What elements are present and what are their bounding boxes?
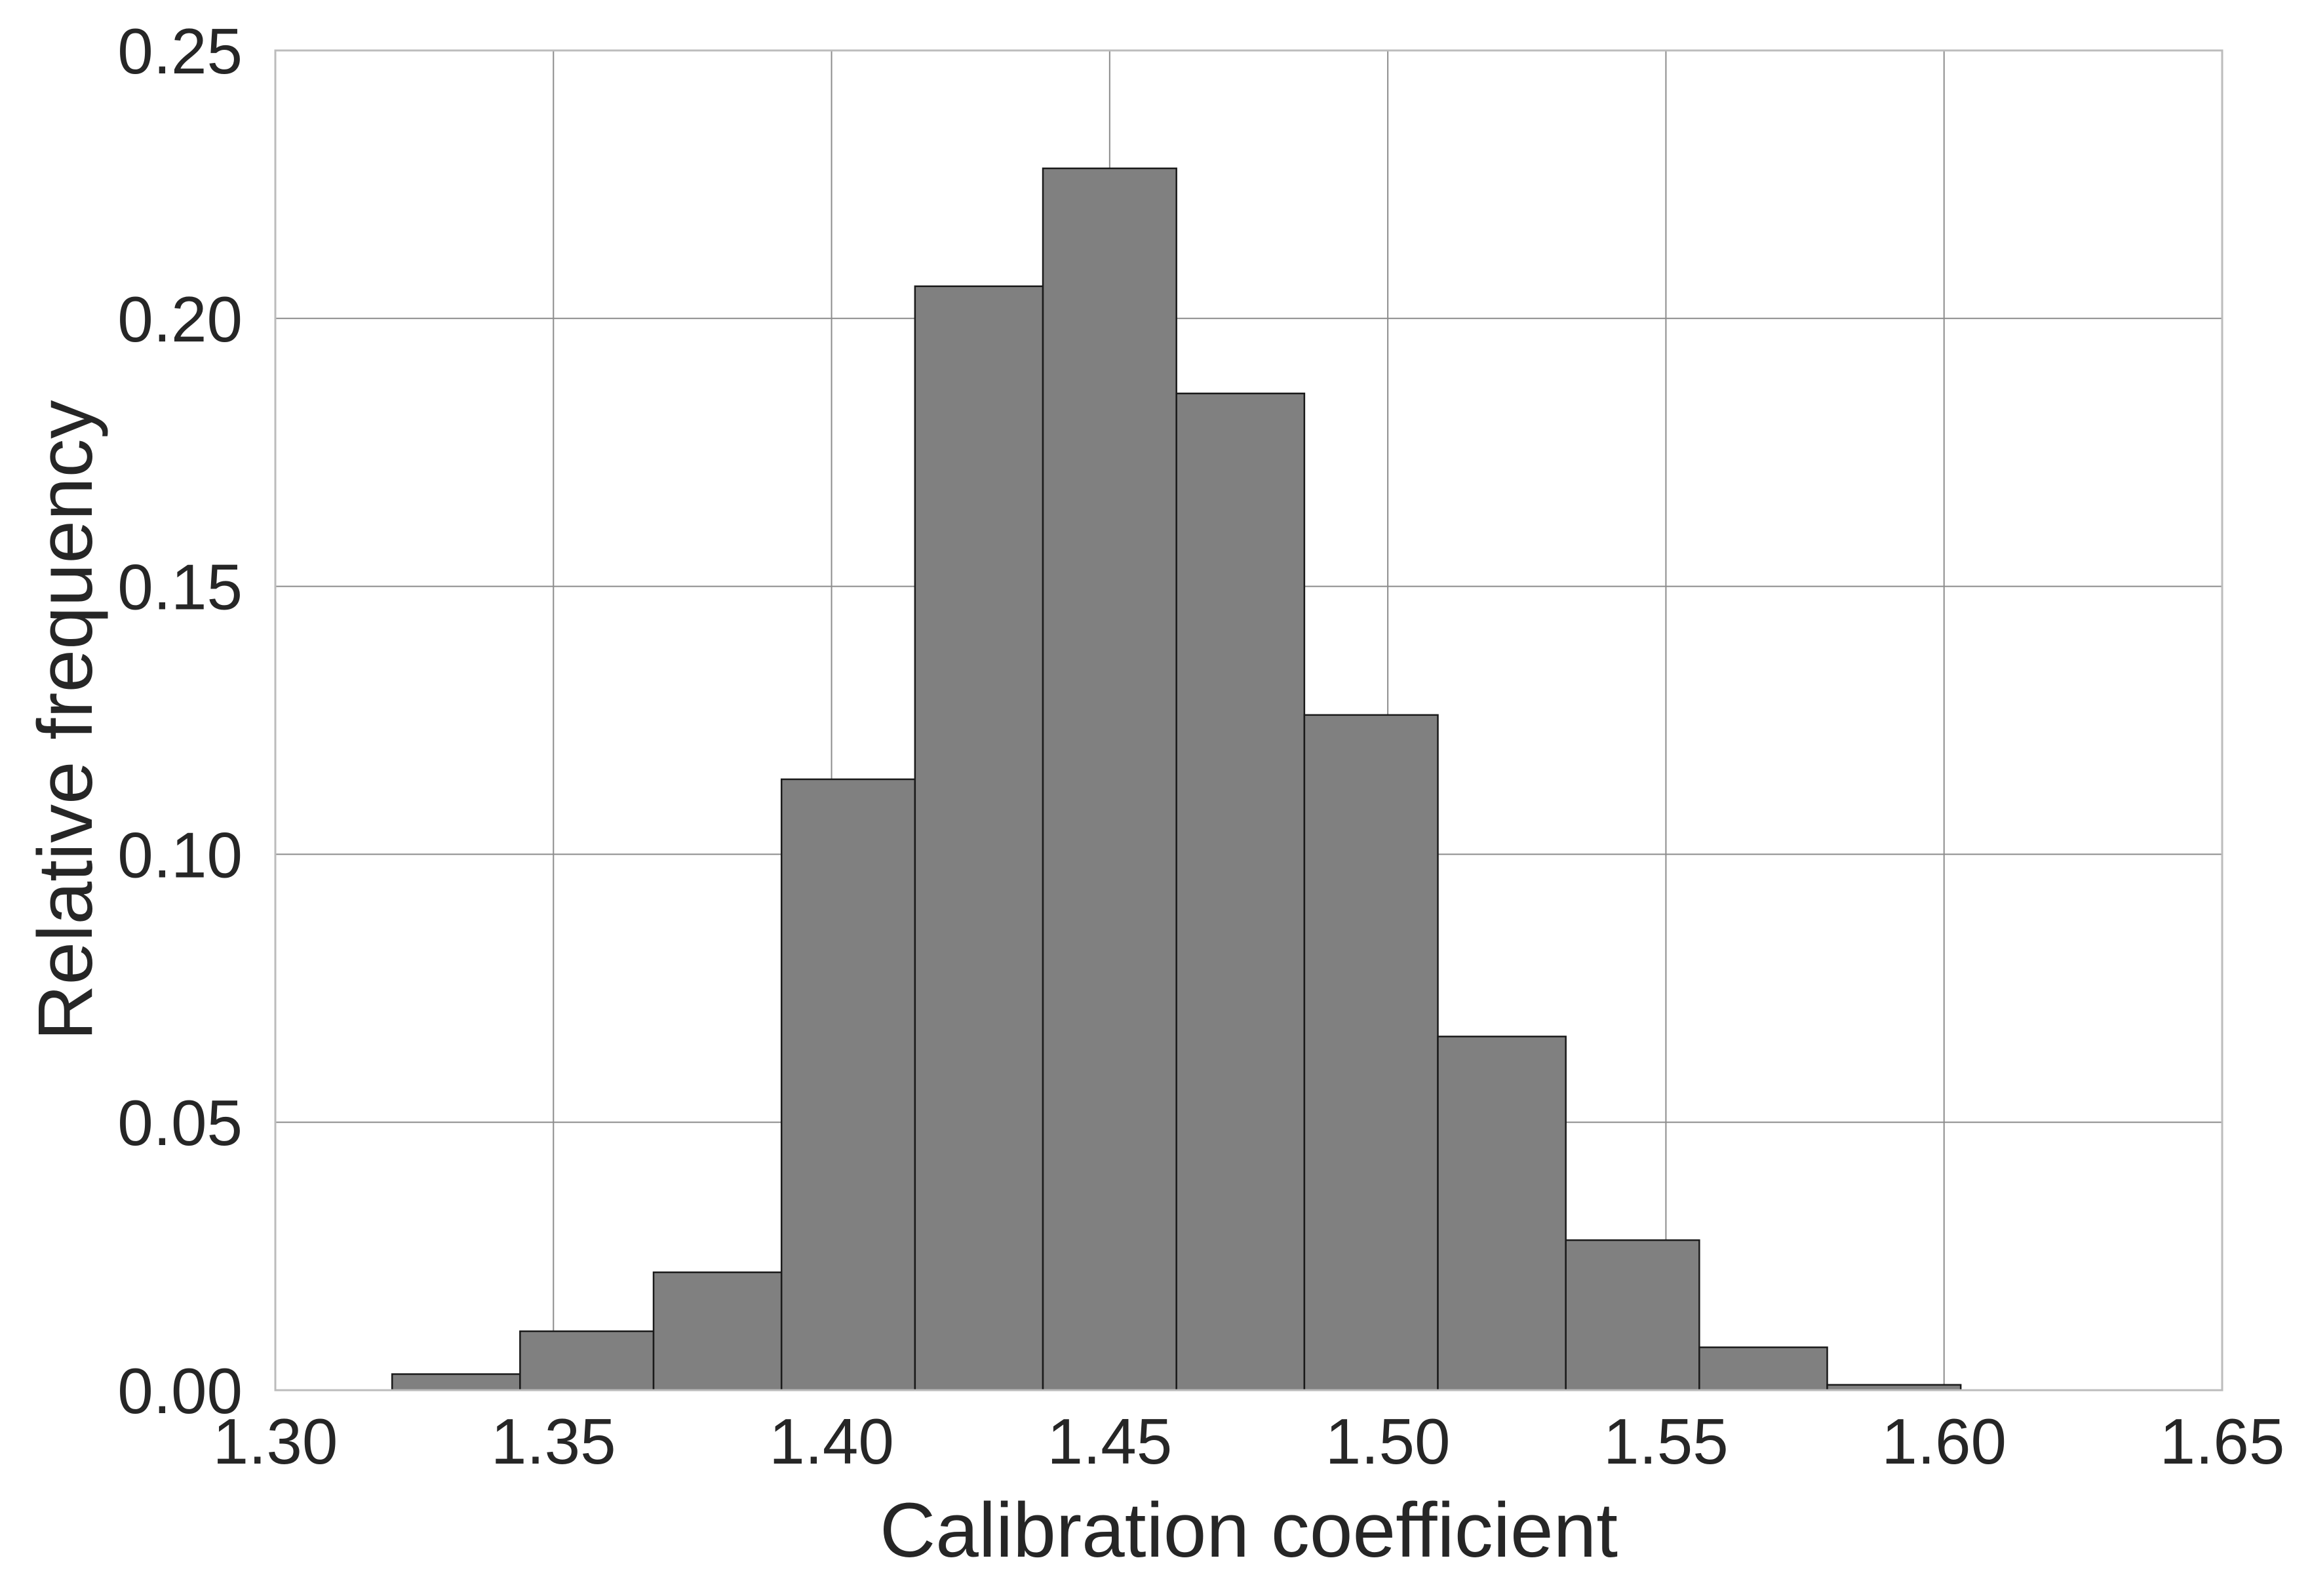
histogram-bar-1 <box>391 1373 521 1392</box>
y-tick-labels: 0.00 0.05 0.10 0.15 0.20 0.25 <box>117 15 243 1427</box>
plot-frame <box>274 49 2223 1392</box>
histogram-bar-5 <box>914 285 1044 1392</box>
y-axis-label: Relative frequency <box>22 400 109 1040</box>
y-tick-label: 0.05 <box>117 1087 243 1159</box>
x-tick-label: 1.50 <box>1325 1405 1451 1477</box>
histogram-bar-10 <box>1565 1239 1700 1392</box>
x-tick-label: 1.55 <box>1603 1405 1729 1477</box>
x-tick-label: 1.40 <box>769 1405 894 1477</box>
x-tick-labels: 1.30 1.35 1.40 1.45 1.50 1.55 1.60 1.65 <box>213 1405 2285 1477</box>
histogram-bar-6 <box>1042 167 1177 1392</box>
x-tick-label: 1.45 <box>1047 1405 1172 1477</box>
histogram-bars <box>391 167 1962 1392</box>
y-tick-label: 0.10 <box>117 819 243 891</box>
histogram-bar-4 <box>780 778 916 1392</box>
x-tick-label: 1.65 <box>2160 1405 2285 1477</box>
y-tick-label: 0.25 <box>117 15 243 87</box>
x-tick-label: 1.60 <box>1881 1405 2007 1477</box>
histogram-bar-2 <box>519 1330 655 1392</box>
histogram-bar-3 <box>652 1271 783 1392</box>
y-tick-label: 0.00 <box>117 1355 243 1427</box>
histogram-bar-9 <box>1437 1036 1567 1392</box>
x-axis-label: Calibration coefficient <box>880 1487 1618 1574</box>
y-tick-label: 0.15 <box>117 551 243 623</box>
x-tick-label: 1.30 <box>213 1405 338 1477</box>
x-tick-label: 1.35 <box>491 1405 616 1477</box>
y-tick-label: 0.20 <box>117 283 243 355</box>
histogram-bar-7 <box>1175 393 1306 1392</box>
histogram-bar-8 <box>1303 714 1439 1392</box>
histogram-bar-11 <box>1698 1346 1828 1392</box>
